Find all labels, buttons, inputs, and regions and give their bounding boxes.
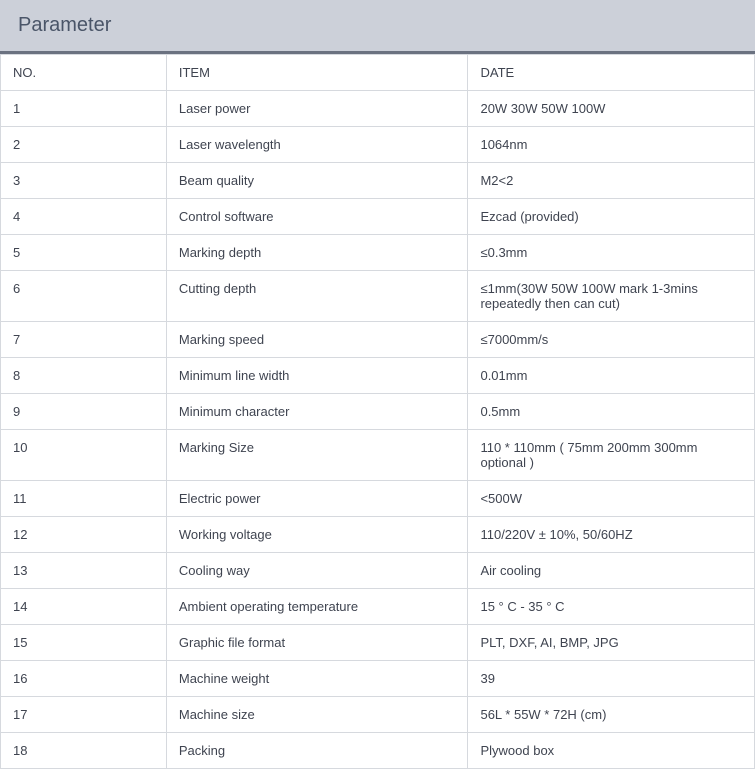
cell-item: Control software	[166, 199, 468, 235]
cell-no: 6	[1, 271, 167, 322]
cell-no: 9	[1, 394, 167, 430]
table-row: 3Beam qualityM2<2	[1, 163, 755, 199]
cell-value: 110 * 110mm ( 75mm 200mm 300mm optional …	[468, 430, 755, 481]
cell-item: Electric power	[166, 481, 468, 517]
cell-no: 18	[1, 733, 167, 769]
cell-no: 13	[1, 553, 167, 589]
col-header-no: NO.	[1, 55, 167, 91]
cell-item: Marking depth	[166, 235, 468, 271]
cell-item: Graphic file format	[166, 625, 468, 661]
cell-no: 14	[1, 589, 167, 625]
table-row: 17Machine size56L * 55W * 72H (cm)	[1, 697, 755, 733]
cell-value: M2<2	[468, 163, 755, 199]
table-row: 11Electric power<500W	[1, 481, 755, 517]
cell-item: Minimum character	[166, 394, 468, 430]
cell-item: Machine size	[166, 697, 468, 733]
cell-item: Laser wavelength	[166, 127, 468, 163]
table-row: 14Ambient operating temperature15 ° C - …	[1, 589, 755, 625]
cell-value: ≤1mm(30W 50W 100W mark 1-3mins repeatedl…	[468, 271, 755, 322]
table-row: 18PackingPlywood box	[1, 733, 755, 769]
table-row: 16Machine weight39	[1, 661, 755, 697]
cell-value: Air cooling	[468, 553, 755, 589]
table-row: 5Marking depth≤0.3mm	[1, 235, 755, 271]
cell-item: Marking Size	[166, 430, 468, 481]
cell-no: 7	[1, 322, 167, 358]
cell-no: 15	[1, 625, 167, 661]
table-row: 6Cutting depth≤1mm(30W 50W 100W mark 1-3…	[1, 271, 755, 322]
cell-item: Packing	[166, 733, 468, 769]
table-row: 8Minimum line width0.01mm	[1, 358, 755, 394]
cell-item: Beam quality	[166, 163, 468, 199]
cell-value: 15 ° C - 35 ° C	[468, 589, 755, 625]
cell-item: Machine weight	[166, 661, 468, 697]
cell-value: 1064nm	[468, 127, 755, 163]
cell-value: 0.01mm	[468, 358, 755, 394]
cell-item: Working voltage	[166, 517, 468, 553]
cell-value: Plywood box	[468, 733, 755, 769]
table-row: 9Minimum character0.5mm	[1, 394, 755, 430]
cell-no: 16	[1, 661, 167, 697]
cell-value: 39	[468, 661, 755, 697]
cell-value: PLT, DXF, AI, BMP, JPG	[468, 625, 755, 661]
cell-no: 5	[1, 235, 167, 271]
cell-no: 11	[1, 481, 167, 517]
table-body: 1Laser power20W 30W 50W 100W2Laser wavel…	[1, 91, 755, 769]
cell-value: ≤0.3mm	[468, 235, 755, 271]
cell-no: 8	[1, 358, 167, 394]
table-header-row: NO. ITEM DATE	[1, 55, 755, 91]
col-header-item: ITEM	[166, 55, 468, 91]
table-row: 10Marking Size110 * 110mm ( 75mm 200mm 3…	[1, 430, 755, 481]
cell-no: 17	[1, 697, 167, 733]
cell-value: 0.5mm	[468, 394, 755, 430]
panel-title: Parameter	[0, 0, 755, 54]
cell-value: <500W	[468, 481, 755, 517]
cell-value: 20W 30W 50W 100W	[468, 91, 755, 127]
parameter-panel: Parameter NO. ITEM DATE 1Laser power20W …	[0, 0, 755, 769]
cell-item: Cooling way	[166, 553, 468, 589]
cell-value: 56L * 55W * 72H (cm)	[468, 697, 755, 733]
parameter-table: NO. ITEM DATE 1Laser power20W 30W 50W 10…	[0, 54, 755, 769]
cell-item: Cutting depth	[166, 271, 468, 322]
cell-item: Marking speed	[166, 322, 468, 358]
cell-value: 110/220V ± 10%, 50/60HZ	[468, 517, 755, 553]
cell-no: 4	[1, 199, 167, 235]
table-row: 2Laser wavelength1064nm	[1, 127, 755, 163]
col-header-date: DATE	[468, 55, 755, 91]
table-row: 12Working voltage110/220V ± 10%, 50/60HZ	[1, 517, 755, 553]
cell-no: 2	[1, 127, 167, 163]
cell-no: 12	[1, 517, 167, 553]
table-row: 13Cooling wayAir cooling	[1, 553, 755, 589]
cell-no: 10	[1, 430, 167, 481]
cell-item: Ambient operating temperature	[166, 589, 468, 625]
cell-item: Minimum line width	[166, 358, 468, 394]
table-row: 1Laser power20W 30W 50W 100W	[1, 91, 755, 127]
cell-value: Ezcad (provided)	[468, 199, 755, 235]
table-row: 7Marking speed≤7000mm/s	[1, 322, 755, 358]
cell-value: ≤7000mm/s	[468, 322, 755, 358]
table-row: 4Control softwareEzcad (provided)	[1, 199, 755, 235]
cell-no: 3	[1, 163, 167, 199]
cell-no: 1	[1, 91, 167, 127]
table-row: 15Graphic file formatPLT, DXF, AI, BMP, …	[1, 625, 755, 661]
cell-item: Laser power	[166, 91, 468, 127]
